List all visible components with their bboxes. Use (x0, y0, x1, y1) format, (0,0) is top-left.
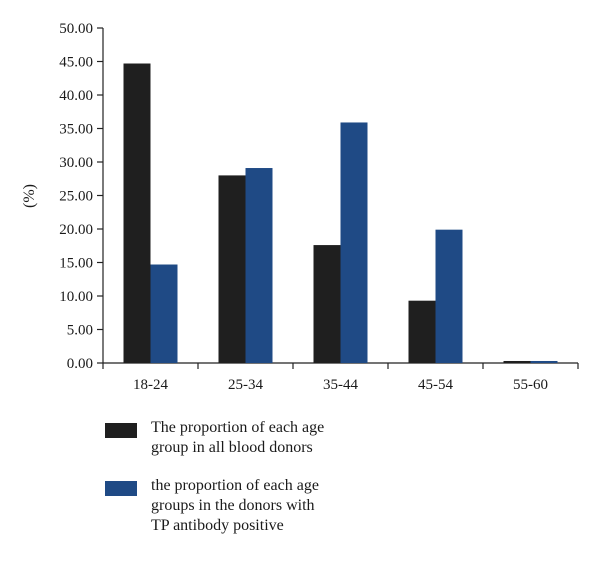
y-tick-label: 10.00 (59, 289, 93, 305)
bar-series-1-55-60 (503, 360, 531, 363)
x-tick-label: 45-54 (418, 377, 453, 393)
bar-series-1-45-54 (408, 300, 436, 363)
bar-series-2-25-34 (245, 168, 273, 363)
y-tick-label: 20.00 (59, 222, 93, 238)
x-axis: 18-24 25-34 35-44 45-54 55-60 (102, 362, 579, 393)
bar-series-1-18-24 (123, 63, 151, 363)
bars (123, 63, 558, 363)
y-tick-label: 50.00 (59, 21, 93, 37)
bar-series-1-35-44 (313, 245, 341, 363)
legend-swatch-2 (105, 481, 137, 496)
bar-series-2-45-54 (435, 229, 463, 363)
y-tick-label: 30.00 (59, 155, 93, 171)
y-tick-label: 45.00 (59, 55, 93, 71)
y-tick-label: 35.00 (59, 122, 93, 138)
bar-series-2-18-24 (150, 264, 178, 363)
legend-swatch-1 (105, 423, 137, 438)
x-tick-label: 18-24 (133, 377, 168, 393)
bar-series-2-55-60 (530, 360, 558, 363)
y-tick-label: 25.00 (59, 189, 93, 205)
x-tick-label: 25-34 (228, 377, 263, 393)
legend-label-2: TP antibody positive (151, 517, 284, 534)
y-axis-title: (%) (21, 184, 38, 208)
y-tick-label: 0.00 (67, 356, 93, 372)
y-tick-label: 5.00 (67, 323, 93, 339)
legend-label-1: group in all blood donors (151, 439, 313, 456)
y-tick-label: 15.00 (59, 256, 93, 272)
bar-series-1-25-34 (218, 175, 246, 363)
y-tick-label: 40.00 (59, 88, 93, 104)
x-tick-label: 35-44 (323, 377, 358, 393)
legend-label-2: the proportion of each age (151, 477, 319, 494)
legend-label-1: The proportion of each age (151, 419, 324, 436)
legend-label-2: groups in the donors with (151, 497, 315, 514)
y-axis: 0.00 5.00 10.00 15.00 20.00 25.00 30.00 35.00 40… (59, 21, 104, 372)
legend: The proportion of each age group in all b… (105, 419, 324, 534)
bar-series-2-35-44 (340, 122, 368, 363)
x-tick-label: 55-60 (513, 377, 548, 393)
